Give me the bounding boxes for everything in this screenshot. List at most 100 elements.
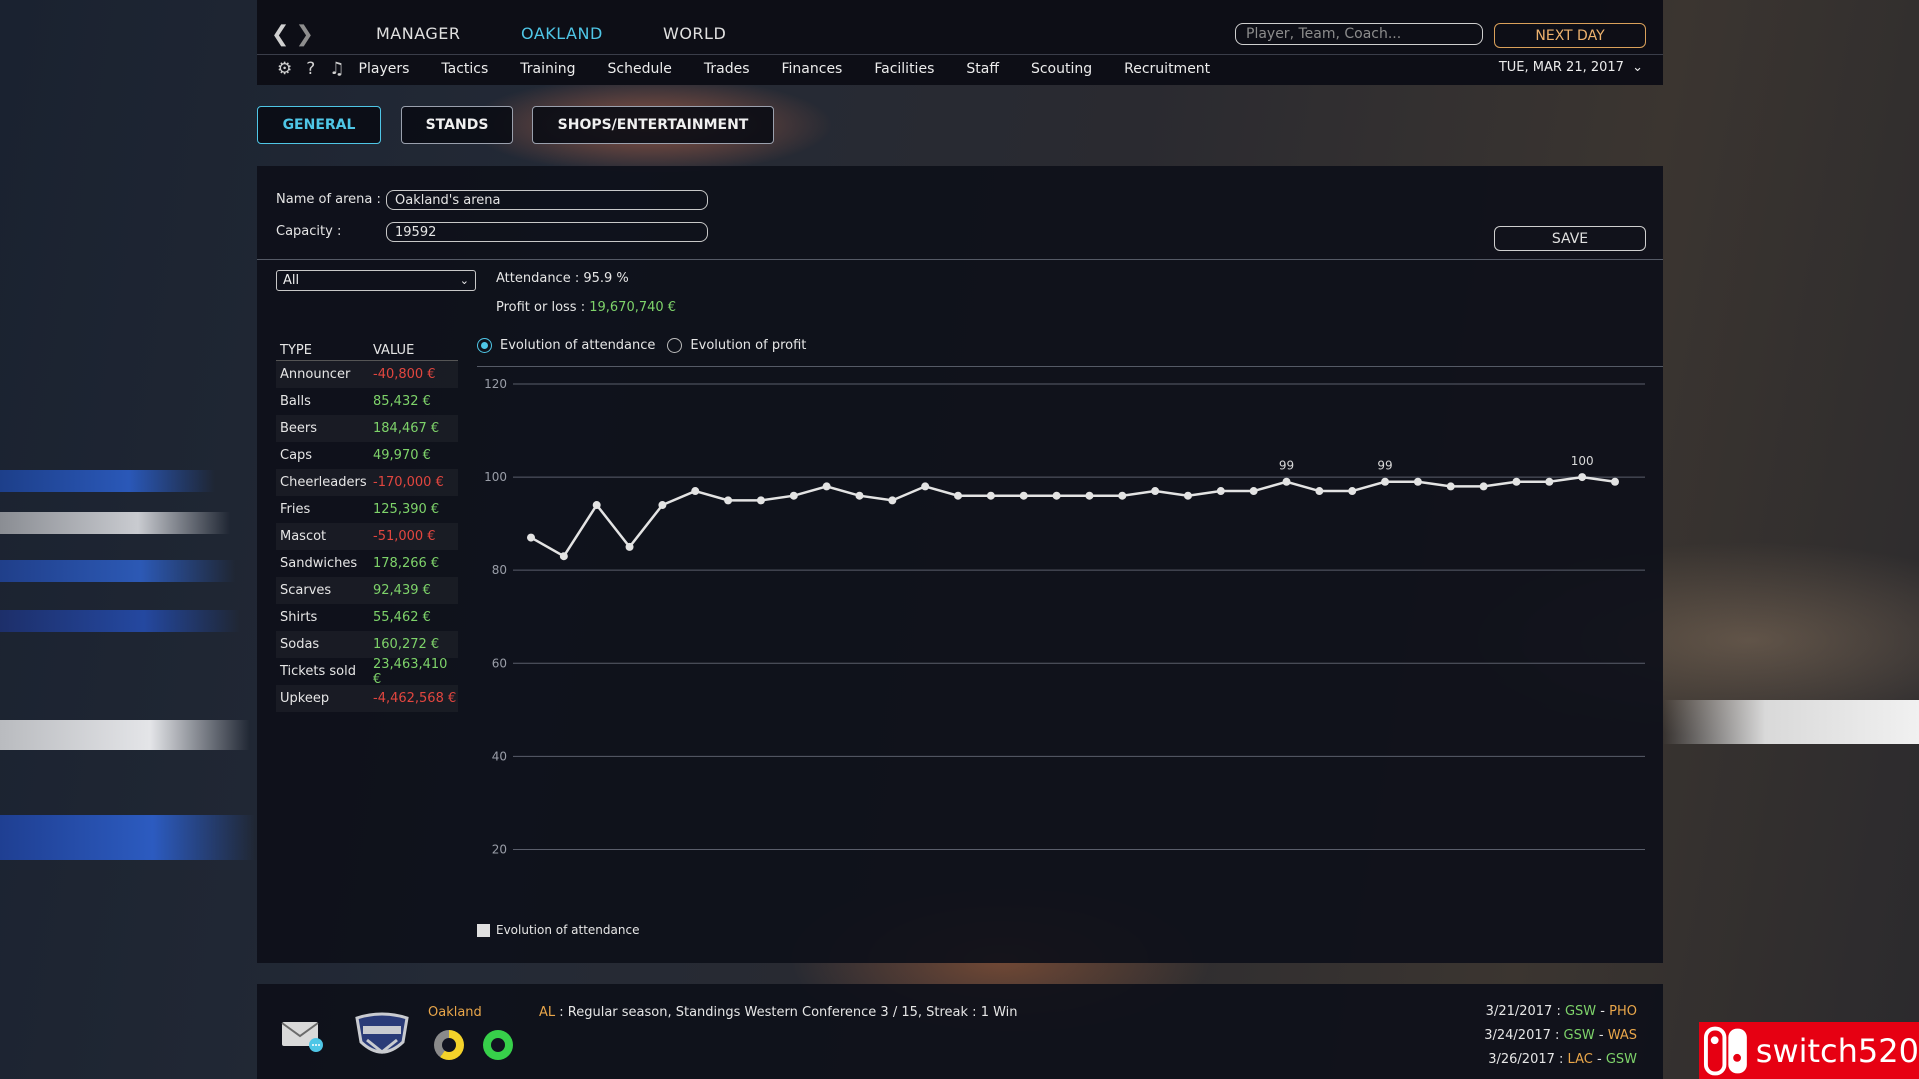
y-tick-label: 100 xyxy=(484,470,507,484)
data-point xyxy=(1611,477,1619,486)
filter-selected-value: All xyxy=(283,273,300,288)
data-point xyxy=(1479,482,1488,491)
music-note-icon[interactable]: ♫ xyxy=(329,59,345,79)
data-point xyxy=(1348,487,1357,496)
game-home: LAC xyxy=(1567,1052,1593,1067)
data-point xyxy=(1052,491,1061,500)
row-value: 160,272 € xyxy=(373,637,440,652)
arena-name-label: Name of arena : xyxy=(276,192,381,207)
switch-logo-icon xyxy=(1703,1026,1747,1075)
current-date-dropdown[interactable]: TUE, MAR 21, 2017 ⌄ xyxy=(1499,60,1643,75)
capacity-field[interactable] xyxy=(386,222,708,242)
chevron-down-icon: ⌄ xyxy=(459,274,469,287)
radio-profit-label[interactable]: Evolution of profit xyxy=(690,338,807,353)
row-type: Tickets sold xyxy=(280,664,356,679)
subnav-staff[interactable]: Staff xyxy=(966,61,999,77)
question-icon[interactable]: ? xyxy=(306,59,316,79)
watermark: switch520 xyxy=(1699,1022,1919,1079)
game-separator: - xyxy=(1592,1052,1606,1067)
row-value: -51,000 € xyxy=(373,529,436,544)
background-stripe xyxy=(0,560,235,582)
radio-attendance[interactable] xyxy=(477,338,492,353)
data-point xyxy=(954,491,963,500)
profit-label: Profit or loss : xyxy=(496,300,590,315)
table-row: Cheerleaders -170,000 € xyxy=(276,469,458,496)
tab-shops-entertainment[interactable]: SHOPS/ENTERTAINMENT xyxy=(532,106,774,144)
series-line xyxy=(530,475,1616,558)
radio-attendance-label[interactable]: Evolution of attendance xyxy=(500,338,656,353)
subnav-schedule[interactable]: Schedule xyxy=(607,61,672,77)
row-type: Balls xyxy=(280,394,311,409)
row-value: 55,462 € xyxy=(373,610,431,625)
data-point xyxy=(625,542,634,551)
y-tick-label: 20 xyxy=(492,842,507,856)
subnav-trades[interactable]: Trades xyxy=(703,61,750,77)
chevron-right-icon[interactable]: ❯ xyxy=(295,22,314,47)
data-label: 100 xyxy=(1571,454,1594,468)
subnav-training[interactable]: Training xyxy=(520,61,576,77)
search-input[interactable] xyxy=(1235,23,1483,45)
profit-stat: Profit or loss : 19,670,740 € xyxy=(496,300,676,315)
chart-legend: Evolution of attendance xyxy=(477,923,639,937)
data-label: 99 xyxy=(1377,459,1392,473)
table-header: TYPE VALUE xyxy=(276,340,458,361)
filter-select[interactable]: All ⌄ xyxy=(276,270,476,291)
team-logo-icon[interactable] xyxy=(353,1012,411,1064)
row-type: Beers xyxy=(280,421,318,436)
data-point xyxy=(1019,491,1028,500)
row-type: Mascot xyxy=(280,529,327,544)
mail-icon[interactable] xyxy=(281,1020,325,1056)
news-ticker[interactable]: AL : Regular season, Standings Western C… xyxy=(539,1005,1018,1020)
subnav-players[interactable]: Players xyxy=(358,61,410,77)
y-tick-label: 80 xyxy=(492,563,507,577)
subnav-tactics[interactable]: Tactics xyxy=(441,61,489,77)
column-header-value: VALUE xyxy=(373,342,415,358)
subnav-scouting[interactable]: Scouting xyxy=(1030,61,1093,77)
row-type: Fries xyxy=(280,502,311,517)
background-stripe xyxy=(0,512,230,534)
save-button[interactable]: SAVE xyxy=(1494,226,1646,251)
chevron-left-icon[interactable]: ❮ xyxy=(271,22,290,47)
tab-stands[interactable]: STANDS xyxy=(401,106,513,144)
tab-manager[interactable]: MANAGER xyxy=(376,24,461,43)
data-point xyxy=(1183,491,1192,500)
game-away: PHO xyxy=(1609,1004,1637,1019)
data-point xyxy=(527,533,535,542)
tab-world[interactable]: WORLD xyxy=(663,24,727,43)
tab-general[interactable]: GENERAL xyxy=(257,106,381,144)
finance-table: TYPE VALUE Announcer -40,800 € Balls 85,43… xyxy=(276,340,458,712)
status-ring-icon xyxy=(483,1030,513,1060)
team-name: Oakland xyxy=(428,1005,482,1020)
next-day-button[interactable]: NEXT DAY xyxy=(1494,23,1646,48)
data-point xyxy=(1249,487,1258,496)
data-point xyxy=(789,491,798,500)
row-type: Caps xyxy=(280,448,313,463)
radio-profit[interactable] xyxy=(667,338,683,353)
gear-icon[interactable]: ⚙ xyxy=(277,59,293,79)
data-point xyxy=(756,496,765,505)
tab-oakland[interactable]: OAKLAND xyxy=(521,24,603,43)
subnav-facilities[interactable]: Facilities xyxy=(874,61,935,77)
row-value: 92,439 € xyxy=(373,583,431,598)
subnav-finances[interactable]: Finances xyxy=(781,61,843,77)
data-point xyxy=(1216,487,1225,496)
data-point xyxy=(822,482,831,491)
profit-value: 19,670,740 € xyxy=(589,300,677,315)
row-value: 49,970 € xyxy=(373,448,431,463)
data-point xyxy=(1545,477,1554,486)
row-value: 184,467 € xyxy=(373,421,440,436)
row-type: Upkeep xyxy=(280,691,330,706)
data-point xyxy=(1512,477,1521,486)
subnav-recruitment[interactable]: Recruitment xyxy=(1124,61,1211,77)
data-point xyxy=(724,496,733,505)
game-item[interactable]: 3/24/2017 : GSW - WAS xyxy=(1484,1024,1637,1048)
data-point xyxy=(1446,482,1455,491)
game-item[interactable]: 3/21/2017 : GSW - PHO xyxy=(1484,1000,1637,1024)
topbar-divider xyxy=(257,54,1663,55)
row-value: -170,000 € xyxy=(373,475,444,490)
data-point xyxy=(658,501,667,510)
table-row: Tickets sold 23,463,410 € xyxy=(276,657,458,687)
data-point xyxy=(1381,477,1390,486)
game-item[interactable]: 3/26/2017 : LAC - GSW xyxy=(1484,1048,1637,1072)
arena-name-field[interactable] xyxy=(386,190,708,210)
